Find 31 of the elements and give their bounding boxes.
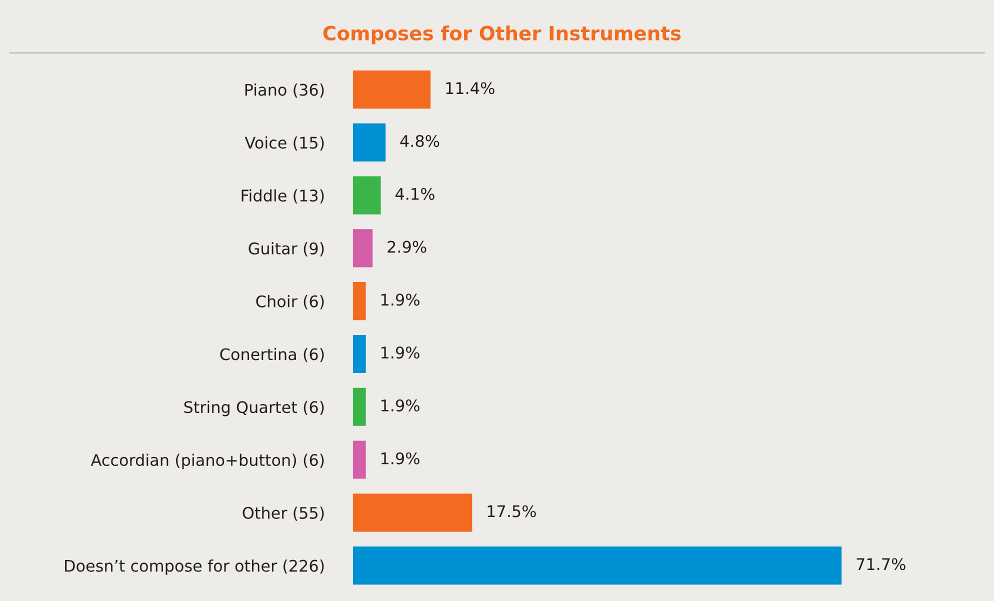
bar: [352, 546, 842, 585]
bar: [352, 123, 386, 162]
bar: [352, 334, 366, 374]
bar: [352, 494, 472, 532]
data-label: 17.5%: [488, 505, 536, 518]
y-tick-label: Doesn’t compose for other (226): [65, 559, 324, 575]
bar: [352, 229, 373, 268]
bar: [352, 176, 381, 214]
y-tick-label: Voice (15): [244, 136, 324, 151]
y-tick-label: Choir (6): [256, 295, 324, 310]
y-tick-label: Fiddle (13): [242, 189, 324, 204]
chart-title: Composes for Other Instruments: [323, 25, 681, 44]
data-label: 11.4%: [446, 82, 494, 94]
bar: [352, 388, 366, 426]
bar: [352, 282, 366, 320]
bar: [352, 440, 366, 479]
y-tick-label: Other (55): [242, 506, 324, 521]
data-label: 1.9%: [381, 452, 420, 464]
data-label: 2.9%: [388, 240, 426, 253]
bar: [352, 70, 431, 109]
y-tick-label: Conertina (6): [220, 348, 324, 362]
data-label: 4.1%: [395, 188, 434, 200]
data-label: 4.8%: [400, 134, 440, 148]
data-label: 1.9%: [381, 399, 420, 412]
data-label: 71.7%: [856, 558, 906, 570]
y-tick-label: Accordian (piano+button) (6): [90, 454, 324, 470]
y-tick-label: Piano (36): [245, 83, 324, 98]
data-label: 1.9%: [381, 294, 420, 306]
y-tick-label: String Quartet (6): [184, 400, 324, 416]
y-tick-label: Guitar (9): [248, 242, 324, 256]
data-label: 1.9%: [381, 346, 420, 359]
